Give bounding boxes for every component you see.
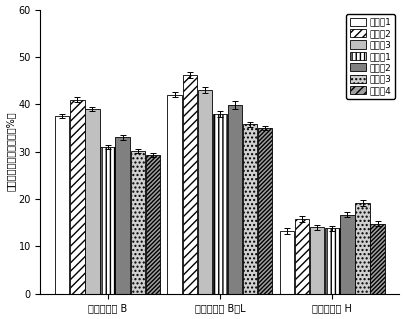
Bar (115, 137, 130, 294)
Bar (55, 116, 69, 294)
Bar (85, 109, 100, 294)
Bar (258, 128, 273, 294)
Bar (198, 90, 212, 294)
Bar (243, 124, 257, 294)
Bar (213, 114, 227, 294)
Bar (168, 95, 182, 294)
Bar (183, 75, 197, 294)
Bar (325, 228, 339, 294)
Bar (310, 227, 324, 294)
Bar (146, 155, 160, 294)
Bar (340, 215, 355, 294)
Legend: 实施例1, 实施例2, 实施例3, 对比例1, 对比例2, 对比例3, 对比例4: 实施例1, 实施例2, 实施例3, 对比例1, 对比例2, 对比例3, 对比例4 (346, 14, 395, 99)
Bar (100, 147, 115, 294)
Bar (295, 219, 309, 294)
Bar (228, 105, 242, 294)
Bar (130, 151, 145, 294)
Bar (70, 100, 85, 294)
Bar (355, 203, 370, 294)
Y-axis label: 组织蛋白酶相对酶活力（%）: 组织蛋白酶相对酶活力（%） (6, 112, 15, 191)
Bar (371, 224, 385, 294)
Bar (280, 231, 294, 294)
